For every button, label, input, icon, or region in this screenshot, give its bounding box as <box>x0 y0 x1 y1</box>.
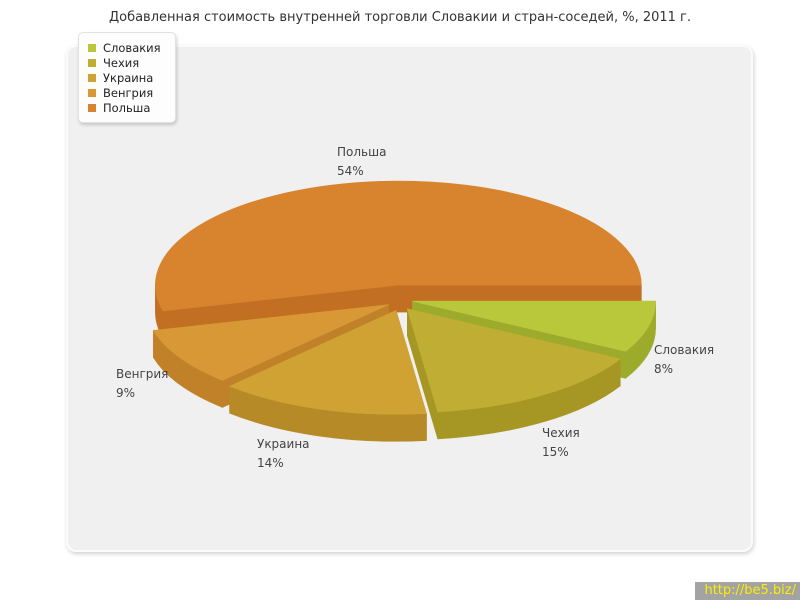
legend-item-label: Чехия <box>103 55 140 70</box>
slice-label-3: Венгрия 9% <box>116 365 168 403</box>
legend-item-label: Польша <box>103 100 151 115</box>
legend-swatch-icon <box>88 103 96 112</box>
slice-label-name: Венгрия <box>116 367 169 381</box>
slice-label-0: Словакия 8% <box>654 341 714 379</box>
legend-swatch-icon <box>88 73 96 82</box>
legend-item-4[interactable]: Польша <box>88 100 161 115</box>
slice-label-value: 8% <box>654 362 674 376</box>
slice-label-name: Чехия <box>542 426 580 440</box>
legend-item-label: Словакия <box>103 40 161 55</box>
slice-label-name: Польша <box>337 145 387 159</box>
pie-slice-0[interactable] <box>412 300 656 352</box>
legend-swatch-icon <box>88 58 96 67</box>
legend-item-label: Украина <box>103 70 154 85</box>
slice-label-value: 9% <box>116 386 136 400</box>
legend-item-3[interactable]: Венгрия <box>88 85 161 100</box>
slice-label-2: Украина 14% <box>257 435 310 473</box>
legend-item-1[interactable]: Чехия <box>88 55 161 70</box>
slice-label-value: 14% <box>257 456 284 470</box>
legend-swatch-icon <box>88 88 96 97</box>
pie-slice-3[interactable] <box>152 304 389 381</box>
legend-item-2[interactable]: Украина <box>88 70 161 85</box>
legend-item-0[interactable]: Словакия <box>88 40 161 55</box>
chart-title: Добавленная стоимость внутренней торговл… <box>108 10 692 25</box>
legend-item-label: Венгрия <box>103 85 154 100</box>
slice-label-value: 54% <box>337 164 364 178</box>
watermark-link[interactable]: http://be5.biz/ <box>695 582 800 600</box>
legend-swatch-icon <box>88 43 96 52</box>
pie-slice-1[interactable] <box>406 308 621 413</box>
slice-label-name: Словакия <box>654 343 715 357</box>
slice-label-1: Чехия 15% <box>542 424 580 462</box>
legend: Словакия Чехия Украина Венгрия Польша <box>78 32 176 123</box>
slice-label-value: 15% <box>542 445 569 459</box>
slice-label-4: Польша 54% <box>337 143 386 181</box>
pie-slice-4[interactable] <box>155 180 642 312</box>
pie-slice-2[interactable] <box>228 309 427 415</box>
slice-label-name: Украина <box>257 437 310 451</box>
